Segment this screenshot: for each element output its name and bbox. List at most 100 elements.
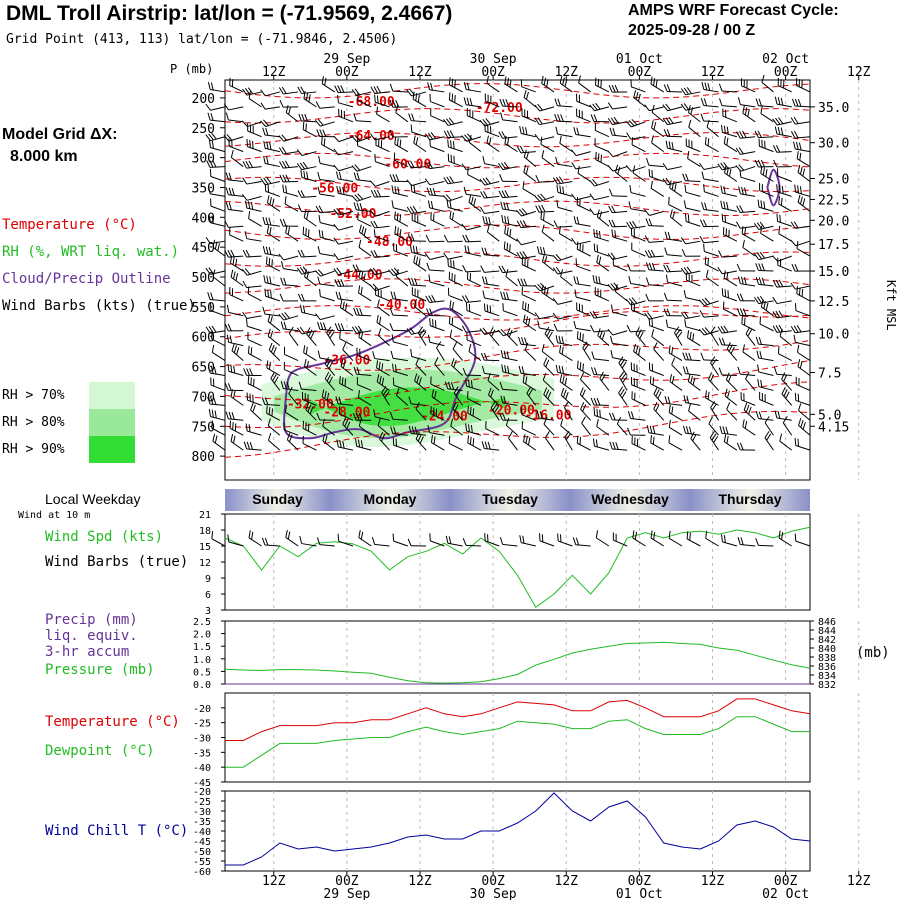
wind-barb-staff [210,240,226,245]
wind-barb-staff [740,176,756,182]
wind-barb-staff [377,306,390,317]
wind-barb-flag [205,326,211,334]
wind-barb [552,298,573,305]
wind-barb-flag [613,282,619,289]
wind-barb [381,386,390,406]
wind-barb-flag [392,437,395,446]
wind-barb-staff [521,414,536,421]
wind-barb-flag [354,194,361,201]
isotherm-label: -16.00 [524,408,571,423]
wind-barb [443,130,463,139]
wind-barb-flag [231,79,234,87]
wind-barb [342,417,354,436]
wind-barb-flag [637,347,641,356]
wind-barb [500,350,518,362]
wind-barb-flag [684,319,687,327]
wind-barb-flag [644,209,650,216]
wind-barb-flag [210,302,212,311]
wind-barb-flag [500,350,504,358]
wind-barb-flag [391,334,394,342]
wind-barb-flag [687,373,691,382]
wind-barb-flag [683,87,689,95]
wind-barb-flag [252,404,256,413]
wind-barb [726,402,738,421]
wind-barb-flag [360,331,364,339]
wind-barb [627,427,646,436]
wind-barb-flag [338,406,341,414]
wind-barb-flag [801,80,803,89]
wind-barb-flag [486,75,489,84]
wind-barb-staff [430,115,445,123]
wind-barb-flag [509,228,512,237]
wind-barb-flag [797,99,802,107]
wind-barb-flag [448,92,451,100]
wind-barb [523,149,537,167]
wind-barb [334,85,353,93]
wind-barb [700,113,719,123]
wind-barb-flag [229,286,231,295]
wind-barb-flag [796,151,799,159]
wind-barb-flag [552,298,559,305]
wind-barb-flag [701,298,708,305]
wind-barb-flag [571,237,577,245]
wind-barb [720,200,737,212]
wind-barb-flag [614,284,618,292]
wind-barb-flag [721,288,724,296]
grid-point-subtitle: Grid Point (413, 113) lat/lon = (-71.984… [6,32,398,47]
wind-barb [721,124,738,138]
wind-barb [305,402,317,421]
wind-barb-flag [723,270,726,279]
wind-barb-flag [527,318,531,326]
wind-barb [370,133,390,141]
wind-barb-flag [671,406,674,415]
wind-barb-flag [666,84,671,92]
wind-barb-flag [521,208,528,215]
wind-barb [759,182,774,197]
wind-barb-flag [553,323,558,332]
wind-barb-flag [451,358,455,366]
wind-barb-flag [680,267,687,275]
top-date-label: 29 Sep [323,52,370,67]
wind-barb [479,177,500,186]
wind-barb-flag [498,163,504,170]
wind-barb-flag [318,214,321,223]
wind-barb-staff [557,206,573,212]
wind-barb-staff [319,178,335,182]
wind-barb-flag [747,109,750,117]
temperature-tick-label: -30 [193,734,211,745]
wind-barb-staff [288,333,299,346]
wind-barb-flag [433,436,436,445]
wind-barb-flag [397,186,400,195]
wind-barb [425,161,445,170]
wind-barb-flag [489,305,492,313]
wind-barb-staff [436,347,445,361]
wind-barb [615,164,628,182]
wind-barb-flag [321,76,324,84]
wind-barb-flag [262,246,266,254]
wind-barb-flag [736,308,741,316]
wind-barb-flag [302,266,309,274]
wind-barb [389,307,408,317]
wind-barb [333,135,354,143]
wind-barb [685,272,701,287]
wind-barb-staff [467,398,482,406]
wind-barb-flag [412,245,415,254]
surface-wind-barb-flag [778,530,781,539]
wind-barb-flag [521,407,523,415]
wind-barb-flag [301,391,304,400]
wind-barb [553,323,573,332]
wind-barb-flag [541,150,545,158]
wind-barb [316,129,335,138]
wind-barb [629,184,646,197]
wind-barb-flag [228,172,232,181]
wind-barb-flag [708,416,713,424]
bottom-time-label: 12Z [847,874,871,889]
wind-barb-flag [503,202,507,210]
wind-barb [449,300,463,317]
wind-barb [462,264,481,273]
wind-barb-flag [453,260,455,269]
wind-barb-flag [583,343,590,351]
wind-barb-staff [211,427,226,436]
wind-barb [334,323,353,332]
wind-barb-flag [305,228,307,236]
